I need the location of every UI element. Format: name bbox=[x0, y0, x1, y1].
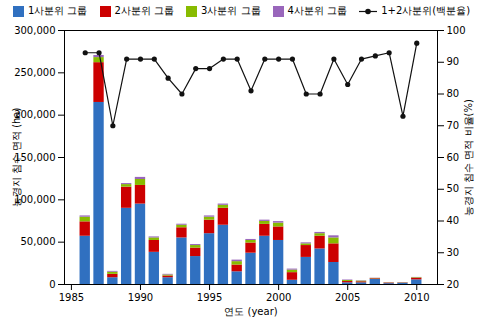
svg-text:250,000: 250,000 bbox=[14, 67, 55, 78]
svg-text:80: 80 bbox=[447, 88, 460, 99]
html-text:2사분위 그룹: 2사분위 그룹 bbox=[114, 5, 174, 16]
svg-text:100: 100 bbox=[447, 25, 466, 36]
html-text:3사분위 그룹: 3사분위 그룹 bbox=[201, 5, 261, 16]
svg-text:연도 (year): 연도 (year) bbox=[224, 306, 277, 317]
svg-text:300,000: 300,000 bbox=[14, 25, 55, 36]
svg-text:90: 90 bbox=[447, 56, 460, 67]
svg-text:20: 20 bbox=[447, 279, 460, 290]
svg-text:1990: 1990 bbox=[128, 292, 153, 303]
html-text:1+2사분위(백분율): 1+2사분위(백분율) bbox=[381, 5, 470, 16]
svg-text:2005: 2005 bbox=[335, 292, 360, 303]
svg-text:1985: 1985 bbox=[59, 292, 84, 303]
html-text:1사분위 그룹: 1사분위 그룹 bbox=[28, 5, 88, 16]
svg-text:200,000: 200,000 bbox=[14, 109, 56, 121]
svg-text:2010: 2010 bbox=[404, 292, 429, 303]
svg-text:60: 60 bbox=[447, 152, 460, 163]
svg-text:50: 50 bbox=[447, 183, 460, 194]
svg-text:30: 30 bbox=[447, 247, 460, 258]
svg-text:70: 70 bbox=[447, 120, 460, 131]
svg-text:50,000: 50,000 bbox=[21, 236, 56, 247]
svg-text:0: 0 bbox=[49, 279, 55, 290]
svg-text:100,000: 100,000 bbox=[14, 194, 56, 205]
svg-text:농경지 침수 면적 비율(%): 농경지 침수 면적 비율(%) bbox=[463, 99, 474, 216]
svg-text:150,000: 150,000 bbox=[14, 151, 56, 163]
svg-text:농경지 침수 면적 (ha): 농경지 침수 면적 (ha) bbox=[11, 108, 22, 208]
svg-text:1995: 1995 bbox=[197, 292, 222, 303]
html-text:4사분위 그룹: 4사분위 그룹 bbox=[287, 5, 348, 16]
svg-text:40: 40 bbox=[447, 215, 460, 226]
svg-text:2000: 2000 bbox=[266, 292, 291, 303]
